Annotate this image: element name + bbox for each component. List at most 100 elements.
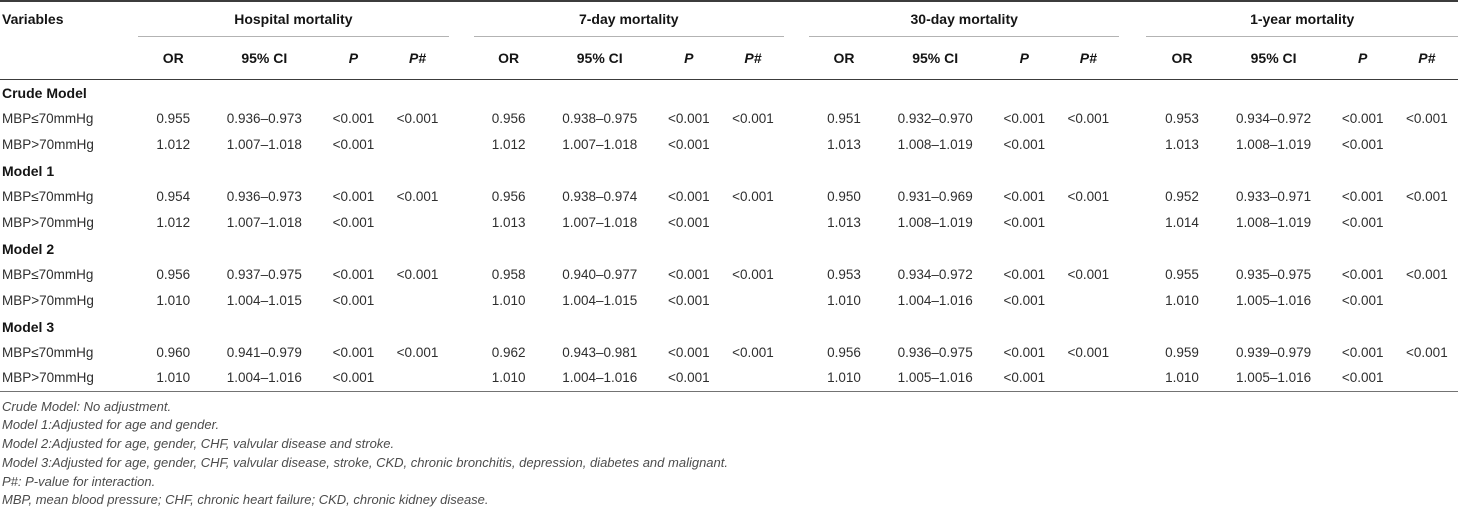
cell-p: <0.001 xyxy=(1341,344,1384,360)
column-gap xyxy=(784,183,809,209)
cell-or: 0.955 xyxy=(156,110,191,126)
table-row: MBP≤70mmHg 0.954 0.936–0.973 <0.001 <0.001 0.… xyxy=(0,183,1458,209)
table-row: MBP>70mmHg 1.012 1.007–1.018 <0.001 1.013 1.0… xyxy=(0,209,1458,235)
col-header-or: OR xyxy=(1171,49,1193,66)
cell-p-interaction xyxy=(1057,209,1119,235)
cell-ci: 0.934–0.972 xyxy=(1236,110,1312,126)
section-label: Crude Model xyxy=(2,85,87,102)
cell-ci: 0.931–0.969 xyxy=(897,188,973,204)
cell-or: 1.012 xyxy=(491,136,526,152)
cell-ci: 0.933–0.971 xyxy=(1236,188,1312,204)
variable-label: MBP≤70mmHg xyxy=(2,110,94,126)
section-row: Model 2 xyxy=(0,235,1458,261)
cell-ci: 1.004–1.016 xyxy=(226,370,302,386)
cell-p-interaction xyxy=(722,131,784,157)
cell-ci: 0.938–0.974 xyxy=(562,188,638,204)
cell-p: <0.001 xyxy=(332,110,375,126)
cell-ci: 0.938–0.975 xyxy=(562,110,638,126)
footnote-line: P#: P-value for interaction. xyxy=(2,473,156,489)
cell-p: <0.001 xyxy=(1003,292,1046,308)
column-gap xyxy=(1119,1,1146,79)
cell-p: <0.001 xyxy=(668,344,710,360)
cell-p-interaction: <0.001 xyxy=(1406,188,1448,204)
cell-p: <0.001 xyxy=(1341,110,1384,126)
cell-p-interaction xyxy=(386,131,448,157)
variable-label: MBP>70mmHg xyxy=(2,292,94,308)
table-row: MBP>70mmHg 1.010 1.004–1.016 <0.001 1.010 1.0… xyxy=(0,365,1458,391)
cell-ci: 0.940–0.977 xyxy=(562,266,638,282)
section-label: Model 1 xyxy=(2,163,55,179)
cell-p-interaction: <0.001 xyxy=(396,344,439,360)
column-gap xyxy=(1119,105,1146,131)
col-header-p-interaction: P# xyxy=(744,49,762,66)
cell-p-interaction xyxy=(1396,287,1458,313)
cell-p: <0.001 xyxy=(1003,370,1046,386)
col-header-p: P xyxy=(348,49,359,66)
cell-or: 0.953 xyxy=(1165,110,1199,126)
cell-or: 0.962 xyxy=(491,344,526,360)
cell-ci: 0.936–0.973 xyxy=(226,110,302,126)
column-gap xyxy=(449,105,474,131)
table-body: Crude Model MBP≤70mmHg 0.955 0.936–0.973 <0.… xyxy=(0,79,1458,391)
cell-p: <0.001 xyxy=(1003,344,1046,360)
column-gap xyxy=(784,365,809,391)
cell-or: 1.010 xyxy=(156,292,191,308)
footnote-line: Model 1:Adjusted for age and gender. xyxy=(2,417,220,433)
cell-or: 0.958 xyxy=(491,266,526,282)
col-header-ci: 95% CI xyxy=(1250,49,1297,66)
cell-ci: 0.934–0.972 xyxy=(897,266,973,282)
cell-or: 1.012 xyxy=(156,136,191,152)
cell-ci: 1.007–1.018 xyxy=(562,136,638,152)
cell-p-interaction: <0.001 xyxy=(732,110,774,126)
cell-or: 0.956 xyxy=(491,110,526,126)
cell-p: <0.001 xyxy=(1341,292,1384,308)
cell-p: <0.001 xyxy=(1341,188,1384,204)
cell-p-interaction: <0.001 xyxy=(732,266,774,282)
cell-ci: 1.007–1.018 xyxy=(226,136,302,152)
cell-ci: 0.935–0.975 xyxy=(1236,266,1312,282)
cell-p-interaction: <0.001 xyxy=(1406,344,1448,360)
cell-p-interaction xyxy=(722,209,784,235)
cell-p-interaction: <0.001 xyxy=(732,344,774,360)
cell-p-interaction xyxy=(1396,209,1458,235)
col-header-or: OR xyxy=(833,49,855,66)
col-header-p: P xyxy=(684,49,694,66)
section-label: Model 2 xyxy=(2,241,55,257)
cell-p: <0.001 xyxy=(332,370,375,386)
cell-or: 1.012 xyxy=(156,214,191,230)
variable-label: MBP≤70mmHg xyxy=(2,344,94,360)
col-header-ci: 95% CI xyxy=(241,49,288,66)
section-row: Model 1 xyxy=(0,157,1458,183)
cell-p: <0.001 xyxy=(1341,136,1384,152)
cell-or: 0.953 xyxy=(827,266,861,282)
cell-p-interaction: <0.001 xyxy=(1067,266,1110,282)
variable-label: MBP>70mmHg xyxy=(2,370,94,386)
col-header-p-interaction: P# xyxy=(408,49,427,66)
column-gap xyxy=(449,1,474,79)
col-header-ci: 95% CI xyxy=(912,49,959,66)
cell-p-interaction: <0.001 xyxy=(1067,188,1110,204)
cell-p-interaction: <0.001 xyxy=(396,188,439,204)
cell-p: <0.001 xyxy=(668,188,710,204)
cell-p: <0.001 xyxy=(668,214,710,230)
cell-p: <0.001 xyxy=(1341,214,1384,230)
column-gap xyxy=(449,287,474,313)
cell-or: 1.010 xyxy=(827,370,861,386)
cell-or: 0.952 xyxy=(1165,188,1199,204)
col-header-ci: 95% CI xyxy=(576,49,623,66)
cell-p-interaction xyxy=(1396,131,1458,157)
cell-or: 1.013 xyxy=(827,214,861,230)
column-gap xyxy=(784,209,809,235)
group-header-hospital-mortality: Hospital mortality xyxy=(138,1,449,37)
column-gap xyxy=(784,131,809,157)
cell-ci: 1.008–1.019 xyxy=(897,214,973,230)
subheader-row: OR 95% CI P P# OR 95% CI P P# OR 95% CI P P# OR 95% C… xyxy=(0,36,1458,79)
table-row: MBP>70mmHg 1.012 1.007–1.018 <0.001 1.012 1.0… xyxy=(0,131,1458,157)
column-gap xyxy=(449,183,474,209)
cell-or: 0.956 xyxy=(156,266,191,282)
col-header-p: P xyxy=(1358,49,1368,66)
cell-p-interaction xyxy=(1057,131,1119,157)
section-label: Model 3 xyxy=(2,319,55,335)
section-row: Crude Model xyxy=(0,79,1458,105)
group-header-7-day-mortality: 7-day mortality xyxy=(473,1,784,37)
